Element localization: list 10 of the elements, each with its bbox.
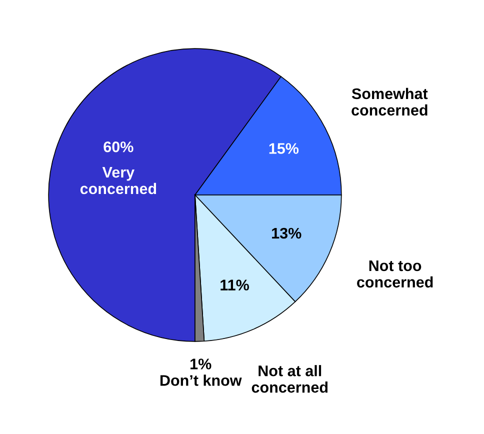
slice-label: Not at all concerned — [252, 365, 328, 393]
data-label: 1% — [190, 358, 212, 370]
data-label: 13% — [272, 228, 302, 239]
data-label: 60% — [104, 141, 134, 152]
slice-label: Somewhat concerned — [352, 88, 428, 116]
data-label: 11% — [220, 280, 250, 290]
data-label: 15% — [269, 143, 299, 154]
slice-label: Not too concerned — [357, 260, 433, 288]
slice-label: Very concerned — [80, 167, 156, 194]
slice-label: Don’t know — [160, 374, 242, 386]
